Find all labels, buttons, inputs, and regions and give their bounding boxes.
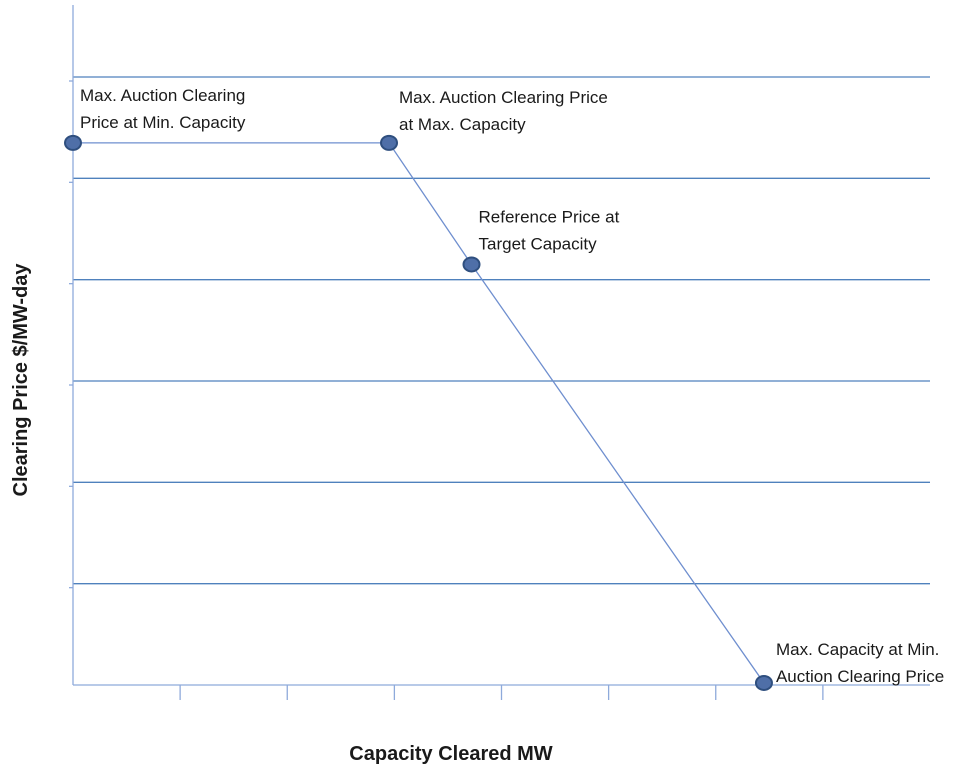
data-label-line: Price at Min. Capacity: [80, 113, 246, 132]
axes: [69, 5, 930, 700]
x-axis-title: Capacity Cleared MW: [349, 743, 553, 765]
data-label-line: Max. Auction Clearing Price: [399, 88, 608, 107]
point-labels: Max. Auction Clearing Price at Min. Capac…: [80, 86, 944, 686]
data-point: [380, 134, 399, 151]
series-line: [73, 142, 765, 684]
series: [64, 134, 773, 691]
data-label-line: Max. Auction Clearing: [80, 86, 245, 105]
data-label: Max. Auction Clearing Price at Max. Capac…: [399, 88, 608, 134]
y-axis-title: Clearing Price $/MW-day: [10, 263, 32, 497]
data-label: Reference Price at Target Capacity: [479, 207, 620, 253]
data-label: Max. Auction Clearing Price at Min. Capac…: [80, 86, 246, 132]
data-point: [462, 256, 481, 273]
data-label-line: Max. Capacity at Min.: [776, 640, 939, 659]
data-label-line: Auction Clearing Price: [776, 667, 944, 686]
data-label-line: Reference Price at: [479, 207, 620, 226]
data-point: [64, 134, 82, 151]
data-point: [754, 674, 773, 691]
data-label-line: Target Capacity: [479, 234, 598, 253]
grid-lines: [73, 76, 930, 585]
data-label: Max. Capacity at Min. Auction Clearing Pr…: [776, 640, 944, 686]
data-label-line: at Max. Capacity: [399, 115, 526, 134]
